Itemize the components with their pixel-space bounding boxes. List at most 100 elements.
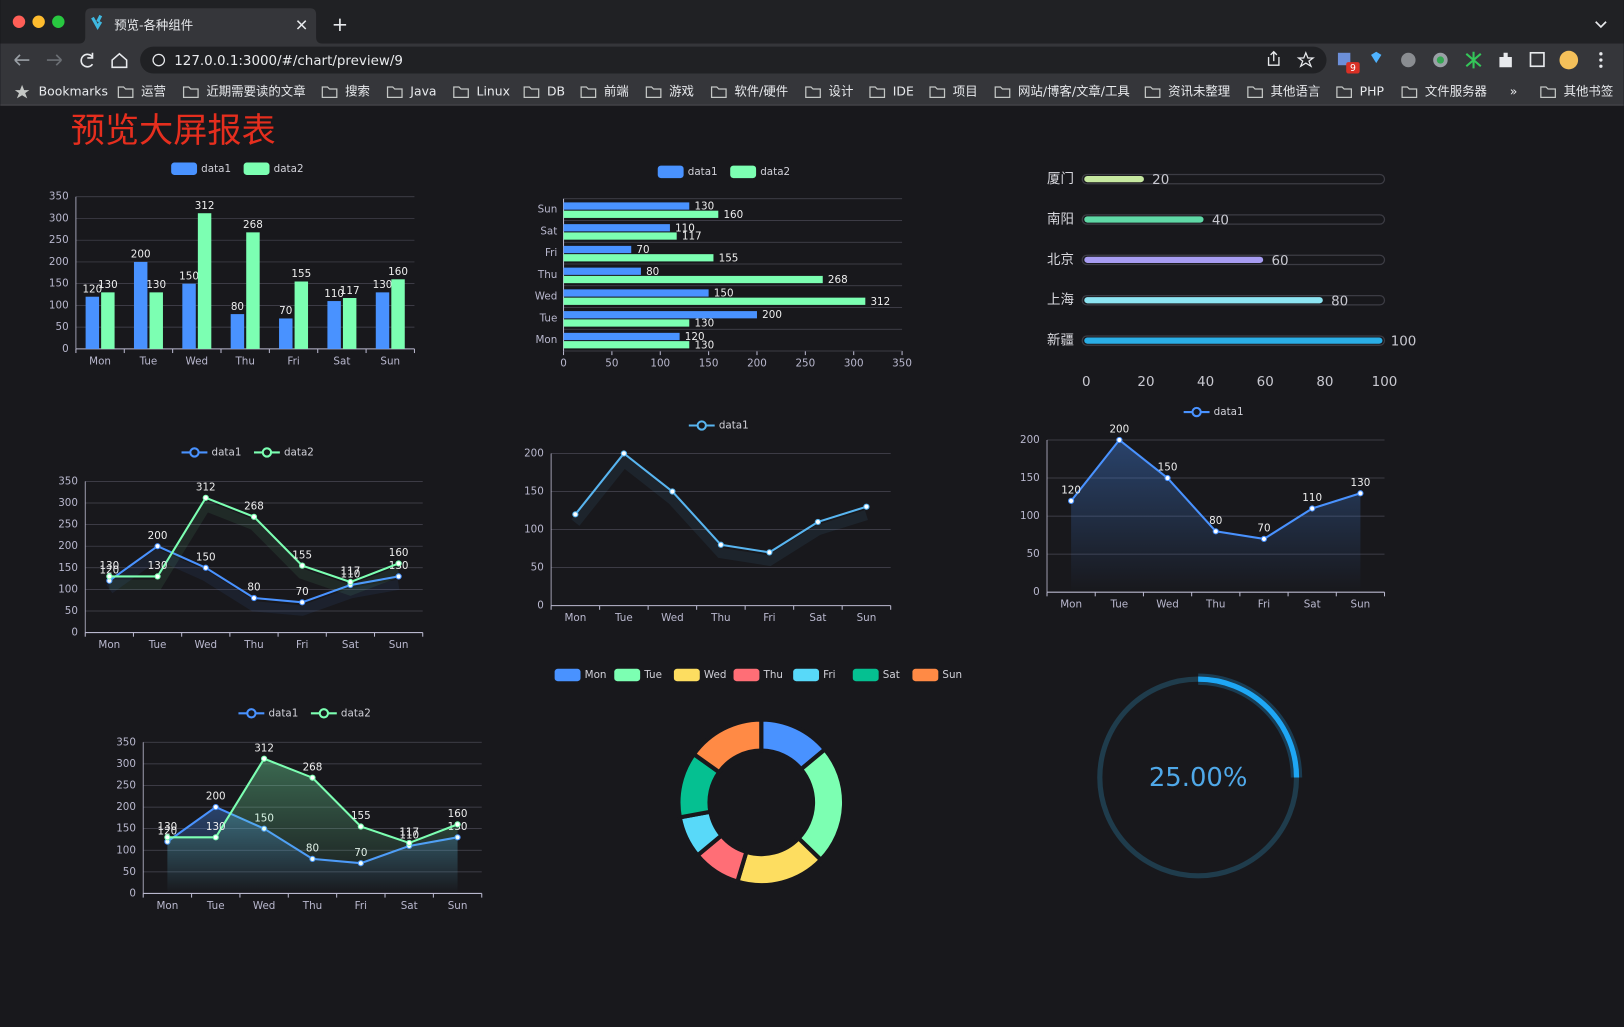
extension-icon[interactable]	[1337, 52, 1351, 66]
data-label: 150	[1158, 462, 1178, 474]
legend-label[interactable]: Tue	[643, 669, 662, 681]
legend-label[interactable]: Wed	[704, 669, 727, 681]
extension-badge	[1346, 62, 1360, 74]
x-tick-label: Tue	[148, 639, 167, 651]
legend-symbol	[673, 668, 700, 682]
legend-label[interactable]: Mon	[585, 669, 607, 681]
x-tick-label: Fri	[287, 355, 299, 367]
forward-button[interactable]	[46, 54, 63, 66]
y-tick-label: 300	[58, 497, 78, 509]
bar	[85, 296, 100, 349]
point	[766, 549, 773, 556]
y-tick-label: 0	[129, 887, 136, 899]
legend-label[interactable]: Sun	[942, 669, 962, 681]
home-button[interactable]	[111, 52, 128, 69]
close-window[interactable]	[12, 15, 26, 28]
bar	[101, 292, 115, 349]
legend-label[interactable]: data1	[719, 420, 749, 432]
x-tick-label: Wed	[1156, 599, 1179, 611]
bookmark[interactable]: 软件/硬件	[734, 84, 788, 99]
site-info[interactable]	[152, 53, 166, 67]
bookmark[interactable]: 搜索	[345, 84, 370, 99]
legend-label[interactable]: data2	[284, 446, 314, 458]
bookmark[interactable]: 网站/博客/文章/工具	[1018, 84, 1130, 99]
url[interactable]: 127.0.0.1:3000/#/chart/preview/9	[174, 54, 403, 69]
tab-close[interactable]	[296, 20, 307, 30]
side-panel[interactable]	[1529, 51, 1545, 68]
bookmark[interactable]: 项目	[953, 84, 978, 99]
tab-title: 预览-各种组件	[114, 17, 193, 32]
new-tab[interactable]	[333, 18, 347, 32]
legend-label[interactable]: data2	[341, 707, 371, 719]
bookmark[interactable]: Linux	[477, 84, 510, 99]
bar	[563, 275, 823, 284]
extension-icon[interactable]	[1465, 51, 1482, 69]
extension-icon[interactable]	[1371, 51, 1382, 64]
toolbar-border	[0, 104, 1624, 106]
legend-label[interactable]: data2	[274, 163, 304, 175]
bookmark[interactable]: 运营	[141, 84, 166, 99]
bookmark[interactable]: 前端	[604, 84, 629, 99]
zoom-window[interactable]	[52, 15, 65, 28]
point	[202, 564, 209, 571]
minimize-window[interactable]	[32, 15, 45, 28]
bookmark-star[interactable]	[1296, 51, 1315, 68]
bookmark[interactable]: 其他书签	[1564, 84, 1614, 99]
bookmark[interactable]: 其他语言	[1271, 84, 1321, 99]
address-bar[interactable]	[140, 46, 1327, 74]
bookmark[interactable]: 文件服务器	[1425, 84, 1488, 99]
legend-label[interactable]: data1	[1214, 406, 1244, 418]
point	[1212, 528, 1219, 535]
legend-symbol	[793, 668, 820, 682]
legend-label[interactable]: data2	[760, 166, 790, 178]
legend-label[interactable]: data1	[201, 163, 231, 175]
point	[863, 503, 870, 510]
x-tick-label: Wed	[253, 900, 276, 912]
x-tick-label: Mon	[564, 612, 586, 624]
back-button[interactable]	[14, 54, 30, 66]
bookmark[interactable]: PHP	[1360, 84, 1385, 99]
legend-label[interactable]: Fri	[823, 669, 835, 681]
x-tick-label: Thu	[302, 900, 322, 912]
bar	[563, 245, 632, 254]
legend-label[interactable]: Thu	[763, 669, 783, 681]
reload-button[interactable]	[80, 52, 94, 68]
bookmark[interactable]: Java	[409, 84, 436, 99]
bookmark[interactable]: 设计	[829, 84, 854, 99]
bar	[563, 232, 677, 240]
bookmark[interactable]: DB	[547, 84, 565, 99]
tab-search[interactable]	[1595, 21, 1607, 29]
bar	[563, 332, 680, 341]
share-button[interactable]	[1267, 50, 1280, 66]
legend-label[interactable]: data1	[268, 707, 298, 719]
extensions-menu[interactable]	[1499, 52, 1512, 68]
legend-label[interactable]: data1	[212, 446, 242, 458]
legend-label[interactable]: Sat	[883, 669, 900, 681]
extension-icon[interactable]	[1401, 52, 1416, 68]
profile-avatar[interactable]	[1559, 50, 1579, 70]
legend-label[interactable]: data1	[688, 166, 718, 178]
bookmark[interactable]: »	[1510, 84, 1518, 99]
x-tick-label: 300	[844, 357, 864, 369]
bar	[563, 311, 757, 319]
point	[250, 513, 258, 520]
bookmark[interactable]: 近期需要读的文章	[206, 84, 305, 99]
bookmark[interactable]: Bookmarks	[39, 84, 108, 99]
bar	[197, 213, 212, 349]
bookmark[interactable]: IDE	[893, 84, 914, 99]
data-label: 312	[254, 742, 274, 754]
y-tick-label: 150	[49, 278, 69, 290]
active-tab[interactable]	[79, 8, 323, 44]
folder-icon	[1336, 86, 1353, 98]
folder-icon	[805, 86, 821, 98]
bookmark[interactable]: 游戏	[669, 84, 694, 99]
y-tick-label: 100	[1020, 510, 1040, 522]
point	[1309, 505, 1316, 512]
y-tick-label: Sat	[540, 225, 557, 237]
progress-bar	[1084, 256, 1264, 263]
y-tick-label: 50	[55, 321, 68, 333]
bookmark[interactable]: 资讯未整理	[1168, 84, 1230, 99]
menu-dot[interactable]	[1599, 52, 1603, 56]
legend-symbol	[189, 447, 200, 458]
